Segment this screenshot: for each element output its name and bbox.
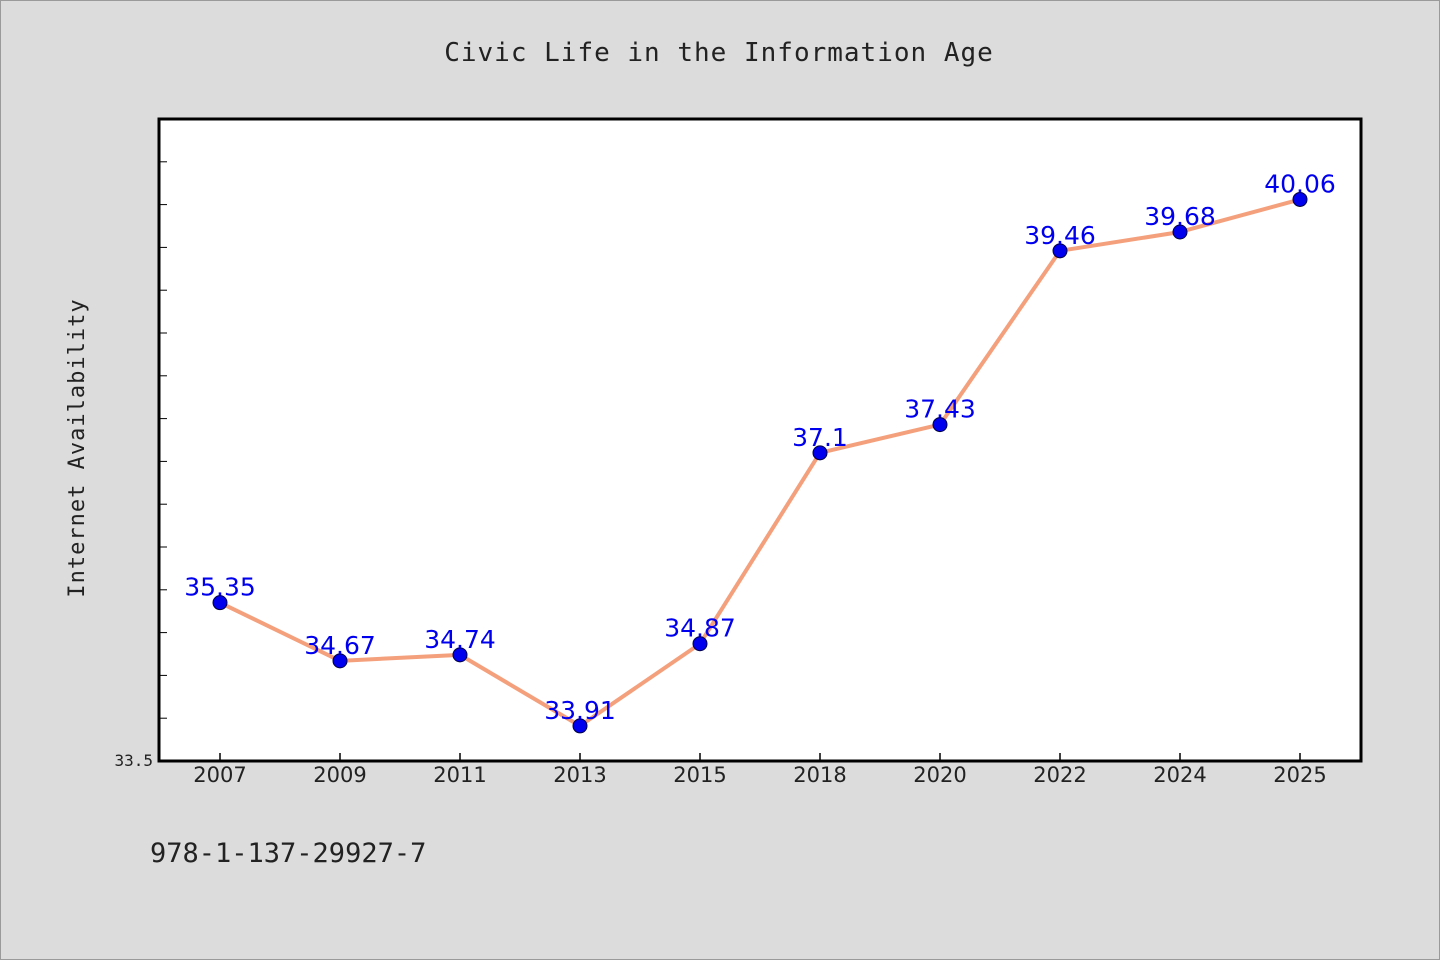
data-point: [332, 653, 348, 669]
data-point: [812, 445, 828, 461]
data-point: [1172, 224, 1188, 240]
data-labels: 35.35 34.67 34.74 33.91 34.87 37.1 37.43 39.46 3…: [184, 169, 1336, 724]
chart-title: Civic Life in the Information Age: [444, 38, 994, 68]
data-label: 33.91: [544, 696, 616, 725]
series-line: [218, 197, 1302, 728]
x-tick-label: 2022: [1033, 763, 1086, 787]
x-axis: 2007 2009 2011 2013 2015 2018 2020 2022 2024 2025: [193, 753, 1327, 787]
data-label: 34.67: [304, 631, 376, 660]
x-tick-label: 2011: [433, 763, 486, 787]
data-point: [572, 718, 588, 734]
data-label: 35.35: [184, 573, 256, 602]
x-tick-label: 2024: [1153, 763, 1206, 787]
y-axis-ticks: [159, 161, 167, 719]
isbn-text: 978-1-137-29927-7: [150, 838, 426, 869]
data-point: [692, 636, 708, 652]
data-point: [212, 595, 228, 611]
data-label: 34.74: [424, 625, 496, 654]
data-label: 37.43: [904, 395, 976, 424]
data-label: 39.46: [1024, 221, 1096, 250]
y-axis-min-label: 33.5: [114, 751, 153, 770]
data-point: [1052, 243, 1068, 259]
data-label: 37.1: [792, 423, 848, 452]
y-axis-label: Internet Availability: [65, 298, 90, 597]
x-tick-label: 2007: [193, 763, 246, 787]
x-tick-label: 2009: [313, 763, 366, 787]
x-tick-label: 2018: [793, 763, 846, 787]
x-tick-label: 2020: [913, 763, 966, 787]
data-point: [1292, 191, 1308, 207]
data-label: 39.68: [1144, 202, 1216, 231]
plot-area: [157, 117, 1363, 763]
x-tick-label: 2015: [673, 763, 726, 787]
data-label: 40.06: [1264, 169, 1336, 198]
x-tick-label: 2025: [1273, 763, 1326, 787]
data-point: [932, 417, 948, 433]
data-label: 34.87: [664, 614, 736, 643]
data-point: [452, 647, 468, 663]
series-markers: [212, 191, 1308, 734]
x-tick-label: 2013: [553, 763, 606, 787]
